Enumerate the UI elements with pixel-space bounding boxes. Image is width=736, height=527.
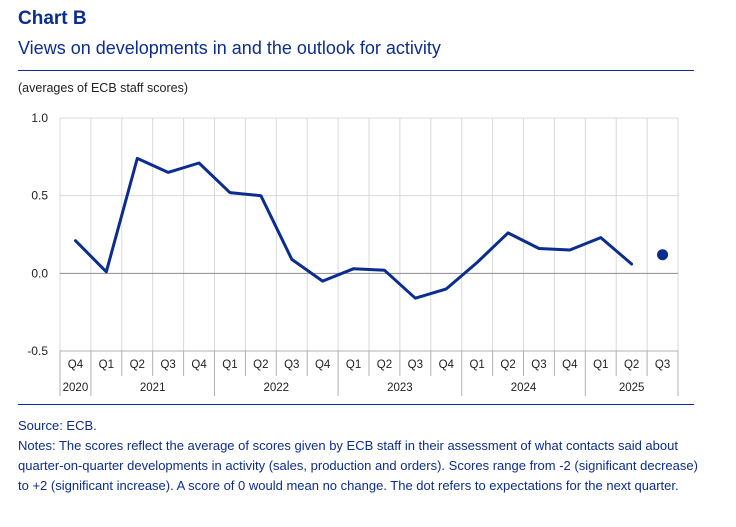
chart-title: Views on developments in and the outlook… [18,38,441,58]
x-tick-label: Q2 [130,359,145,371]
x-tick-label: Q2 [624,359,639,371]
y-tick-label: 0.0 [31,266,48,280]
x-tick-label: Q3 [655,359,670,371]
x-tick-label: Q2 [500,359,515,371]
footer-rule [18,404,694,405]
title-rule [18,70,694,71]
x-tick-label: Q3 [160,359,175,371]
x-tick-label: Q1 [346,359,361,371]
source-note: Source: ECB. [18,418,97,433]
x-tick-label: Q2 [377,359,392,371]
x-tick-label: Q3 [408,359,423,371]
x-tick-label: Q4 [315,359,331,371]
series-layer [74,156,669,300]
x-tick-label: Q4 [439,359,455,371]
x-tick-label: Q1 [99,359,114,371]
year-label: 2020 [63,382,89,394]
y-tick-label: -0.5 [27,344,48,358]
series-line-activity [74,156,634,300]
axes [59,272,679,396]
x-tick-label: Q1 [593,359,608,371]
chart-subtitle: (averages of ECB staff scores) [18,81,188,95]
y-tick-label: 0.5 [31,189,48,203]
year-label: 2023 [387,382,413,394]
x-tick-label: Q3 [284,359,299,371]
year-label: 2021 [140,382,166,394]
x-tick-label: Q4 [68,359,84,371]
expectation-dot [657,249,669,261]
x-tick-label: Q2 [253,359,268,371]
y-tick-label: 1.0 [31,111,48,125]
x-tick-label: Q3 [531,359,546,371]
x-tick-label: Q1 [222,359,237,371]
axis-labels: -0.5 0.0 0.5 1.0 Q4 Q1 Q2 Q3 Q4 Q1 Q2 Q3 Q4 Q1 Q2 Q3 Q4 Q… [27,111,670,394]
year-label: 2022 [264,382,290,394]
notes-text: Notes: The scores reflect the average of… [18,438,698,493]
chart-label: Chart B [18,8,87,29]
line-chart: -0.5 0.0 0.5 1.0 Q4 Q1 Q2 Q3 Q4 Q1 Q2 Q3 Q4 Q1 Q2 Q3 Q4 Q… [27,111,679,396]
x-tick-label: Q4 [562,359,578,371]
year-label: 2024 [511,382,537,394]
x-tick-label: Q4 [191,359,207,371]
grid-lines [59,117,679,352]
year-label: 2025 [619,382,645,394]
x-tick-label: Q1 [469,359,484,371]
